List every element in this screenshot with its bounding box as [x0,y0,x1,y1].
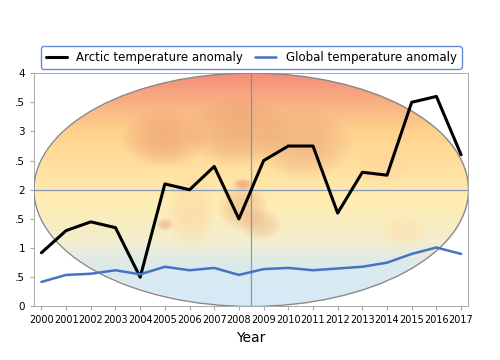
Arctic temperature anomaly [137,275,143,279]
Global temperature anomaly [88,271,94,276]
Global temperature anomaly [211,266,217,270]
Global temperature anomaly [162,265,168,269]
Global temperature anomaly [186,268,192,273]
Arctic temperature anomaly [260,158,266,163]
Arctic temperature anomaly [286,144,292,148]
Global temperature anomaly [63,273,69,277]
Line: Global temperature anomaly: Global temperature anomaly [42,248,461,282]
Arctic temperature anomaly [162,182,168,186]
Global temperature anomaly [434,246,440,250]
Arctic temperature anomaly [211,164,217,168]
Arctic temperature anomaly [334,211,340,215]
Global temperature anomaly [334,266,340,271]
Global temperature anomaly [112,268,118,273]
Arctic temperature anomaly [236,217,242,221]
Legend: Arctic temperature anomaly, Global temperature anomaly: Arctic temperature anomaly, Global tempe… [41,46,462,69]
Global temperature anomaly [137,272,143,276]
Global temperature anomaly [310,268,316,273]
Arctic temperature anomaly [408,100,414,104]
Arctic temperature anomaly [434,94,440,99]
Arctic temperature anomaly [310,144,316,148]
Global temperature anomaly [384,261,390,265]
Global temperature anomaly [360,265,366,269]
Arctic temperature anomaly [360,170,366,175]
Arctic temperature anomaly [458,153,464,157]
Line: Arctic temperature anomaly: Arctic temperature anomaly [42,96,461,277]
Arctic temperature anomaly [63,229,69,233]
Global temperature anomaly [408,252,414,256]
Arctic temperature anomaly [88,220,94,224]
Global temperature anomaly [260,267,266,271]
Arctic temperature anomaly [38,251,44,255]
Global temperature anomaly [38,280,44,284]
Arctic temperature anomaly [112,225,118,230]
Global temperature anomaly [286,266,292,270]
X-axis label: Year: Year [236,331,266,345]
Global temperature anomaly [236,273,242,277]
Global temperature anomaly [458,252,464,256]
Arctic temperature anomaly [384,173,390,177]
Arctic temperature anomaly [186,188,192,192]
